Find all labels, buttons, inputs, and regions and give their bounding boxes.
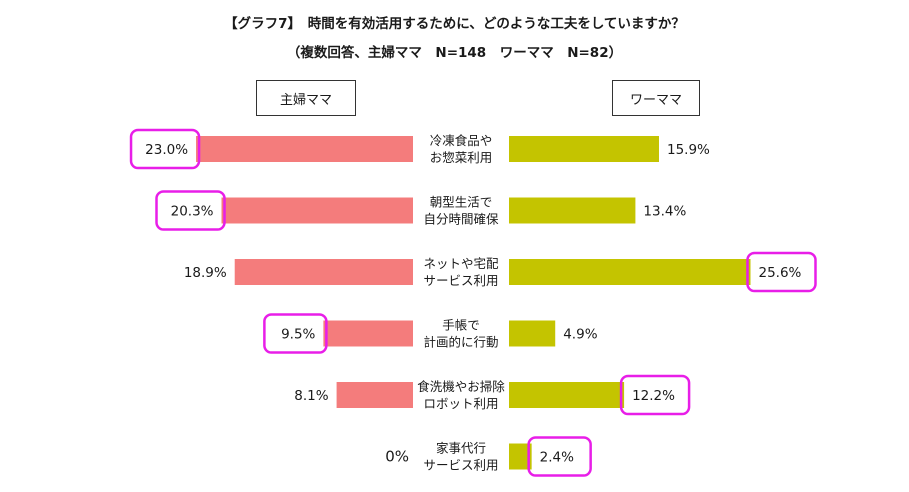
right-value-label: 15.9% (667, 142, 710, 158)
left-bar (234, 259, 413, 285)
left-bar (221, 197, 413, 224)
right-highlight-box (746, 251, 817, 293)
left-bar (323, 320, 413, 347)
category-label: ロボット利用 (423, 396, 498, 411)
category-label: サービス利用 (423, 273, 498, 288)
left-value-label: 18.9% (184, 265, 227, 281)
category-label: 朝型生活で (430, 195, 493, 210)
category-label: 手帳で (442, 318, 480, 333)
left-value-label: 8.1% (294, 388, 328, 404)
category-label: 冷凍食品や (430, 133, 493, 148)
left-value-label: 9.5% (281, 327, 315, 343)
category-label: 食洗機やお掃除 (417, 379, 505, 394)
right-value-label: 2.4% (540, 450, 574, 466)
right-bar (509, 136, 659, 162)
chart-subtitle: （複数回答、主婦ママ N=148 ワーママ N=82） (286, 45, 623, 61)
left-bar (196, 136, 413, 162)
category-label: 自分時間確保 (423, 212, 499, 227)
right-bar (509, 382, 625, 408)
right-bar (509, 259, 751, 285)
right-bar (509, 320, 556, 347)
right-highlight-box (527, 436, 592, 477)
category-label: 計画的に行動 (423, 335, 498, 350)
legend-left-series: 主婦ママ (256, 80, 356, 116)
left-value-label: 20.3% (171, 204, 214, 220)
left-value-label: 23.0% (145, 142, 188, 158)
left-highlight-box (263, 313, 328, 354)
right-highlight-box (619, 374, 691, 416)
right-value-label: 4.9% (563, 327, 597, 343)
category-label: サービス利用 (423, 458, 498, 473)
category-label: ネットや宅配 (423, 256, 499, 271)
legend-right-series: ワーママ (612, 80, 700, 116)
right-bar (509, 443, 532, 470)
left-bar (336, 382, 413, 408)
chart-title: 【グラフ7】 時間を有効活用するために、どのような工夫をしていますか？ (224, 16, 685, 32)
right-value-label: 25.6% (758, 265, 801, 281)
right-value-label: 13.4% (643, 204, 686, 220)
category-label: お惣菜利用 (430, 150, 493, 165)
right-value-label: 12.2% (632, 388, 675, 404)
category-label: 家事代行 (436, 441, 486, 456)
left-highlight-box (155, 190, 226, 231)
left-highlight-box (129, 128, 201, 170)
left-value-label: 0% (385, 448, 409, 466)
right-bar (509, 197, 636, 224)
